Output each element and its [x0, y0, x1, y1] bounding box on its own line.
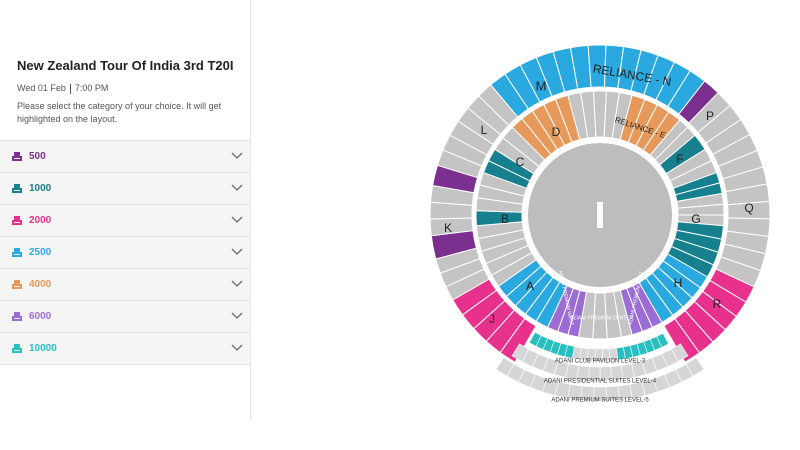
stand-label: M	[536, 78, 547, 93]
seat-shape	[12, 344, 22, 353]
chevron-path	[231, 184, 243, 192]
seat-icon	[12, 312, 22, 321]
category-row[interactable]: 500	[0, 140, 250, 172]
seat-icon	[12, 152, 22, 161]
stand-label: A	[526, 279, 534, 293]
stand-label: J	[489, 312, 495, 326]
seat-icon	[12, 280, 22, 289]
seat-shape	[12, 152, 22, 161]
chevron[interactable]	[231, 312, 243, 320]
event-when: Wed 01 Feb 7:00 PM	[17, 83, 108, 94]
chevron[interactable]	[231, 184, 243, 192]
chevron-path	[231, 344, 243, 352]
stand-label: B	[501, 212, 509, 226]
suite-box	[528, 331, 542, 347]
category-price: 500	[29, 151, 46, 162]
category-price: 1000	[29, 183, 52, 194]
stand-label: C	[516, 155, 525, 169]
category-row[interactable]: 6000	[0, 300, 250, 332]
chevron[interactable]	[231, 248, 243, 256]
category-row[interactable]: 2000	[0, 204, 250, 236]
pitch	[597, 202, 603, 228]
chevron-path	[231, 216, 243, 224]
category-price: 2000	[29, 215, 52, 226]
stand-label: P	[706, 109, 714, 123]
stand-label: H	[674, 276, 683, 290]
category-row[interactable]: 10000	[0, 332, 250, 365]
category-row[interactable]: 4000	[0, 268, 250, 300]
seat-icon	[12, 248, 22, 257]
stand-label: R	[713, 297, 722, 311]
stand-label: K	[444, 221, 452, 235]
chevron-path	[231, 280, 243, 288]
chevron[interactable]	[231, 152, 243, 160]
event-title: New Zealand Tour Of India 3rd T20I	[17, 58, 234, 73]
chevron[interactable]	[231, 344, 243, 352]
category-price: 2500	[29, 247, 52, 258]
category-price: 6000	[29, 311, 52, 322]
seat-block	[663, 318, 701, 363]
seat-icon	[12, 184, 22, 193]
stand-label: G	[691, 212, 700, 226]
level-label: ADANI CLUB PAVILION LEVEL-3	[555, 359, 646, 365]
category-price: 10000	[29, 343, 57, 354]
stand-label: L	[481, 123, 488, 137]
level-label: ADANI PRESIDENTIAL SUITES LEVEL-4	[544, 379, 657, 385]
category-row[interactable]: 2500	[0, 236, 250, 268]
suite-box	[511, 343, 530, 362]
chevron[interactable]	[231, 216, 243, 224]
chevron[interactable]	[231, 280, 243, 288]
stadium-map: ADANI CLUB PAVILION LEVEL-3 ADANI PRESIDE…	[429, 44, 771, 404]
category-price: 4000	[29, 279, 52, 290]
seat-shape	[12, 248, 22, 257]
seat-icon	[12, 216, 22, 225]
category-row[interactable]: 1000	[0, 172, 250, 204]
seat-shape	[12, 184, 22, 193]
chevron-path	[231, 248, 243, 256]
event-time: 7:00 PM	[74, 83, 109, 93]
suite-box	[495, 357, 515, 377]
chevron-path	[231, 312, 243, 320]
instruction: Please select the category of your choic…	[17, 101, 222, 124]
seat-shape	[12, 280, 22, 289]
seat-shape	[12, 216, 22, 225]
event-date: Wed 01 Feb	[17, 83, 66, 93]
chevron-path	[231, 152, 243, 160]
category-list: 500 1000 2000 2500 4000 6000 10000	[0, 140, 250, 365]
seat-shape	[12, 312, 22, 321]
stand-label: Q	[744, 201, 753, 215]
seat-block	[612, 289, 633, 338]
premium-label: ADANI PREMIUM CENTER	[571, 315, 634, 321]
side-panel: New Zealand Tour Of India 3rd T20I Wed 0…	[0, 0, 251, 420]
level-label: ADANI PREMIUM SUITES LEVEL-5	[551, 398, 649, 404]
stand-label: F	[676, 152, 683, 166]
stand-label: D	[552, 125, 561, 139]
seat-icon	[12, 344, 22, 353]
